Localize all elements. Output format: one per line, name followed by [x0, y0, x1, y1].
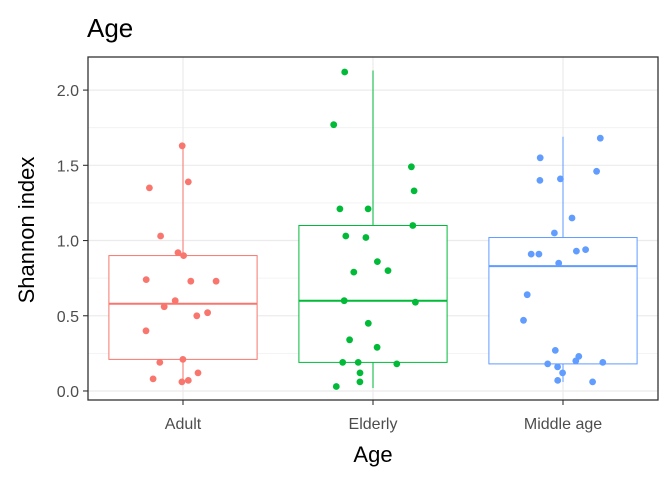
box-adult	[108, 144, 258, 384]
data-point	[362, 234, 370, 241]
data-point	[142, 327, 150, 335]
data-point	[187, 277, 195, 285]
data-point	[356, 378, 364, 386]
data-point	[332, 383, 340, 390]
y-tick-label: 1.5	[57, 158, 79, 175]
data-point	[410, 187, 418, 195]
data-point	[340, 297, 348, 305]
data-point	[557, 175, 564, 183]
y-axis: 0.0 0.5 1.0 1.5 2.0	[57, 83, 88, 401]
data-point	[180, 252, 188, 259]
data-point	[160, 303, 168, 311]
data-point	[342, 232, 350, 240]
data-point	[536, 177, 544, 184]
data-point	[146, 184, 153, 192]
x-tick-label: Elderly	[349, 416, 398, 433]
data-point	[408, 163, 415, 171]
data-point	[573, 247, 580, 255]
data-point	[572, 357, 580, 365]
data-point	[178, 142, 186, 150]
data-point	[184, 377, 192, 384]
data-point	[384, 267, 392, 274]
data-point	[156, 359, 164, 366]
data-point	[527, 250, 535, 258]
points-elderly	[330, 68, 419, 390]
data-point	[174, 249, 182, 256]
box-middle-age	[488, 136, 638, 382]
data-point	[559, 369, 566, 377]
data-point	[373, 343, 381, 351]
points-adult	[142, 142, 220, 386]
chart-title: Age	[87, 13, 133, 43]
data-point	[582, 246, 589, 254]
data-point	[157, 232, 165, 240]
data-point	[568, 214, 576, 222]
data-point	[536, 154, 544, 162]
y-axis-title: Shannon index	[14, 157, 39, 304]
data-point	[336, 205, 344, 213]
data-point	[193, 312, 201, 320]
box-elderly	[298, 70, 448, 388]
data-point	[409, 222, 417, 229]
data-point	[179, 356, 187, 363]
x-axis: Adult Elderly Middle age	[165, 400, 602, 433]
data-point	[551, 229, 558, 237]
y-tick-label: 1.0	[57, 234, 79, 251]
y-tick-label: 0.0	[57, 384, 79, 401]
data-point	[204, 309, 212, 317]
data-point	[178, 378, 186, 386]
data-point	[523, 291, 531, 299]
x-tick-label: Adult	[165, 416, 202, 433]
data-point	[551, 347, 559, 354]
y-tick-label: 2.0	[57, 83, 79, 100]
data-point	[554, 363, 561, 371]
data-point	[330, 121, 338, 129]
data-point	[412, 298, 419, 306]
data-point	[364, 319, 372, 327]
data-point	[354, 359, 362, 366]
box-iqr	[488, 237, 638, 365]
data-point	[341, 68, 349, 76]
data-point	[149, 375, 157, 383]
data-point	[535, 250, 543, 258]
data-point	[364, 205, 372, 213]
data-point	[544, 360, 552, 368]
box-iqr	[298, 224, 448, 363]
y-tick-label: 0.5	[57, 309, 79, 326]
data-point	[589, 378, 596, 386]
data-point	[339, 359, 347, 366]
points-middle-age	[520, 134, 607, 386]
data-point	[171, 297, 179, 305]
data-point	[593, 167, 600, 175]
data-point	[142, 276, 150, 283]
x-tick-label: Middle age	[524, 416, 602, 433]
data-point	[555, 259, 563, 267]
data-point	[374, 258, 381, 265]
data-point	[350, 268, 358, 276]
data-point	[184, 178, 192, 186]
data-point	[596, 134, 604, 142]
data-point	[194, 369, 202, 377]
data-point	[393, 360, 401, 368]
plot-panel	[87, 56, 659, 401]
data-point	[346, 336, 353, 344]
x-axis-title: Age	[353, 442, 392, 467]
data-point	[520, 316, 527, 324]
data-point	[554, 377, 562, 384]
data-point	[212, 277, 220, 285]
data-point	[356, 369, 364, 377]
data-point	[599, 359, 607, 366]
box-iqr	[108, 255, 258, 360]
